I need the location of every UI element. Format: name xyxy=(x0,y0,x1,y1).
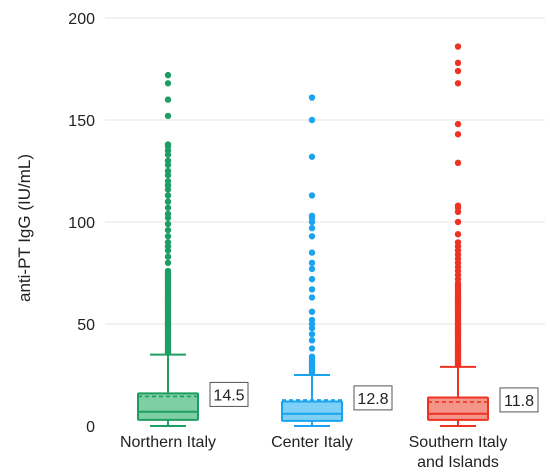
outlier-point xyxy=(454,159,462,167)
outlier-point xyxy=(308,94,316,101)
outlier-point xyxy=(308,316,316,324)
mean-label-box xyxy=(353,385,393,411)
outlier-point xyxy=(454,120,462,128)
outlier-point xyxy=(454,239,462,246)
outlier-point xyxy=(164,167,172,175)
y-tick-label: 150 xyxy=(68,113,95,130)
outlier-point xyxy=(164,259,172,266)
iqr-box xyxy=(281,400,343,422)
outlier-point xyxy=(164,157,172,164)
outlier-point xyxy=(308,286,316,293)
x-category-label: Southern Italy xyxy=(409,434,508,451)
outlier-point xyxy=(308,116,316,124)
grid-lines xyxy=(105,17,545,325)
x-category-label: and Islands xyxy=(417,454,499,471)
y-tick-label: 200 xyxy=(68,11,95,28)
outlier-point xyxy=(308,345,316,352)
box-southern-italy-and-islands: 11.8 xyxy=(427,43,539,427)
y-tick-label: 50 xyxy=(77,317,95,334)
iqr-box xyxy=(137,392,199,421)
outlier-point xyxy=(454,202,462,209)
iqr-box xyxy=(427,396,489,421)
mean-label-box xyxy=(499,387,539,413)
outlier-point xyxy=(454,231,462,238)
boxes-layer: 14.5 12.8 11.8 xyxy=(137,43,539,427)
outlier-point xyxy=(164,204,172,211)
outlier-point xyxy=(164,239,172,246)
outlier-point xyxy=(308,233,316,240)
mean-label: 14.5 xyxy=(213,387,244,404)
mean-label: 12.8 xyxy=(357,391,388,408)
outlier-point xyxy=(164,253,172,260)
outlier-point xyxy=(308,224,316,232)
y-tick-label: 0 xyxy=(86,419,95,436)
box-center-italy: 12.8 xyxy=(281,94,393,427)
outlier-point xyxy=(164,198,172,205)
outlier-point xyxy=(454,80,462,87)
outlier-point xyxy=(164,112,172,120)
x-axis: Northern Italy Center Italy Southern Italy… xyxy=(120,434,507,471)
outlier-point xyxy=(308,308,316,315)
outlier-point xyxy=(308,331,316,338)
outlier-point xyxy=(164,80,172,87)
outlier-point xyxy=(454,59,462,67)
outlier-point xyxy=(454,43,462,50)
outlier-point xyxy=(164,220,172,228)
x-category-label: Northern Italy xyxy=(120,434,216,451)
outlier-point xyxy=(454,218,462,226)
outlier-point xyxy=(308,353,316,360)
mean-label: 11.8 xyxy=(504,393,534,410)
outlier-point xyxy=(164,178,172,185)
x-category-label: Center Italy xyxy=(271,434,353,451)
outlier-point xyxy=(454,67,462,75)
outlier-point xyxy=(308,265,316,273)
box-northern-italy: 14.5 xyxy=(137,71,249,427)
outlier-point xyxy=(454,131,462,138)
outlier-point xyxy=(308,212,316,220)
outlier-point xyxy=(164,210,172,218)
outlier-point xyxy=(308,249,316,256)
outlier-point xyxy=(308,259,316,266)
outlier-point xyxy=(308,192,316,199)
outlier-point xyxy=(164,267,172,275)
outlier-point xyxy=(164,96,172,103)
y-tick-label: 100 xyxy=(68,215,95,232)
outlier-point xyxy=(308,275,316,283)
outlier-point xyxy=(164,226,172,234)
outlier-point xyxy=(308,153,316,160)
outlier-point xyxy=(164,233,172,240)
mean-label-box xyxy=(209,381,249,407)
outlier-point xyxy=(164,192,172,199)
outlier-point xyxy=(308,294,316,301)
y-axis-title: anti-PT IgG (IU/mL) xyxy=(15,154,34,302)
outlier-point xyxy=(308,337,316,344)
outlier-point xyxy=(164,141,172,148)
y-axis: 0 50 100 150 200 xyxy=(68,11,95,436)
outlier-point xyxy=(164,71,172,79)
